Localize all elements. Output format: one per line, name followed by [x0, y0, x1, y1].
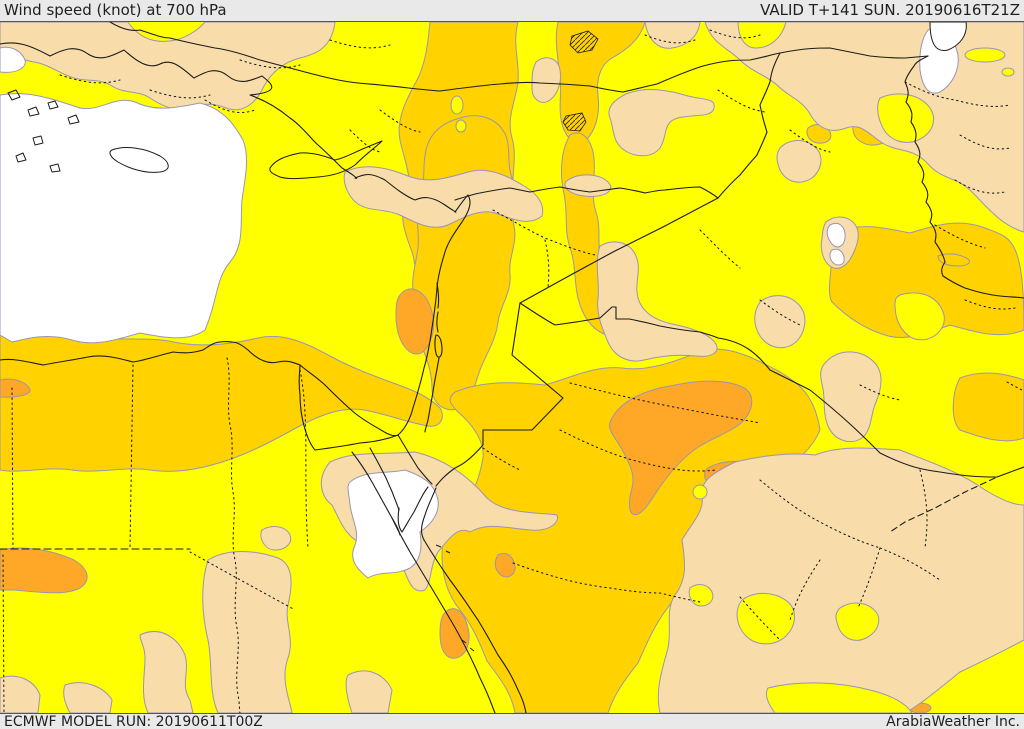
- wind-speed-map: [0, 22, 1024, 713]
- lake-hatching: [562, 30, 599, 132]
- dotted-boundaries: [2, 29, 1023, 713]
- valid-time-label: VALID T+141 SUN. 20190616T21Z: [760, 1, 1020, 19]
- model-run-label: ECMWF MODEL RUN: 20190611T00Z: [4, 713, 263, 729]
- map-canvas: [0, 22, 1024, 713]
- page-title: Wind speed (knot) at 700 hPa: [4, 1, 227, 19]
- caspian-sea-corner: [929, 22, 967, 52]
- header-bar: Wind speed (knot) at 700 hPa VALID T+141…: [0, 0, 1024, 22]
- footer-bar: ECMWF MODEL RUN: 20190611T00Z ArabiaWeat…: [0, 713, 1024, 729]
- coastlines-and-borders: [0, 22, 1024, 713]
- island-outlines: [7, 89, 475, 652]
- attribution-label: ArabiaWeather Inc.: [886, 713, 1020, 729]
- band-moderate-holes: [450, 22, 1015, 713]
